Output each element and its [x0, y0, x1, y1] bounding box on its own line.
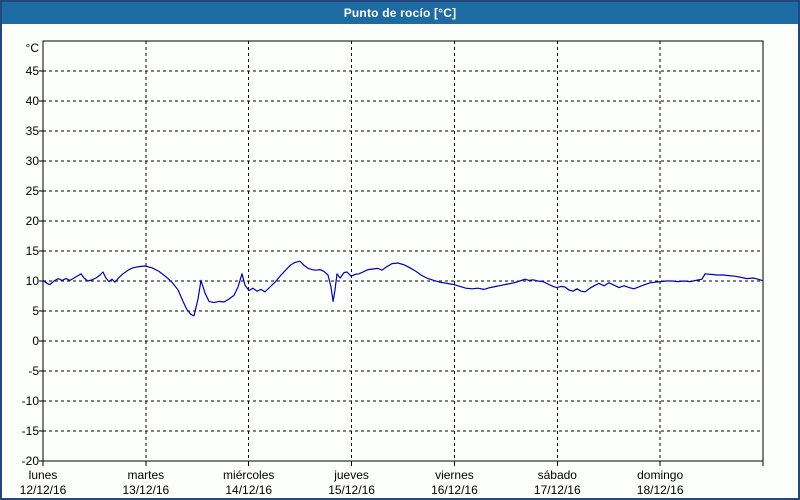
y-tick-label: -15 [22, 424, 40, 438]
x-day-name-label: miércoles [223, 468, 274, 482]
y-tick-label: 15 [26, 244, 40, 258]
x-day-name-label: domingo [637, 468, 683, 482]
y-tick-label: 45 [26, 64, 40, 78]
y-tick-label: 20 [26, 214, 40, 228]
y-tick-label: -5 [28, 364, 39, 378]
data-line [42, 260, 763, 317]
y-tick-label: 25 [26, 184, 40, 198]
x-day-name-label: sábado [538, 468, 578, 482]
x-day-date-label: 16/12/16 [431, 483, 478, 497]
y-tick-label: 30 [26, 154, 40, 168]
y-tick-label: -20 [22, 454, 40, 468]
x-day-date-label: 14/12/16 [225, 483, 272, 497]
x-day-date-label: 13/12/16 [122, 483, 169, 497]
title-bar: Punto de rocío [°C] [2, 2, 798, 24]
y-axis: 45 40 35 30 25 20 15 10 5 0 -5 -10 -15 -20 °C [22, 41, 763, 468]
y-tick-label: 0 [32, 334, 39, 348]
chart-title: Punto de rocío [°C] [343, 6, 457, 20]
y-tick-label: 10 [26, 274, 40, 288]
x-day-date-label: 15/12/16 [328, 483, 375, 497]
x-day-date-label: 18/12/16 [637, 483, 684, 497]
y-tick-label: 5 [32, 304, 39, 318]
y-tick-label: 35 [26, 124, 40, 138]
y-axis-unit-label: °C [26, 41, 40, 55]
x-day-name-label: martes [128, 468, 165, 482]
plot-border [42, 40, 764, 462]
y-tick-label: -10 [22, 394, 40, 408]
x-day-name-label: viernes [435, 468, 474, 482]
x-day-date-label: 12/12/16 [20, 483, 67, 497]
x-day-name-label: lunes [29, 468, 58, 482]
x-day-name-label: jueves [333, 468, 369, 482]
x-day-date-label: 17/12/16 [534, 483, 581, 497]
y-tick-label: 40 [26, 94, 40, 108]
